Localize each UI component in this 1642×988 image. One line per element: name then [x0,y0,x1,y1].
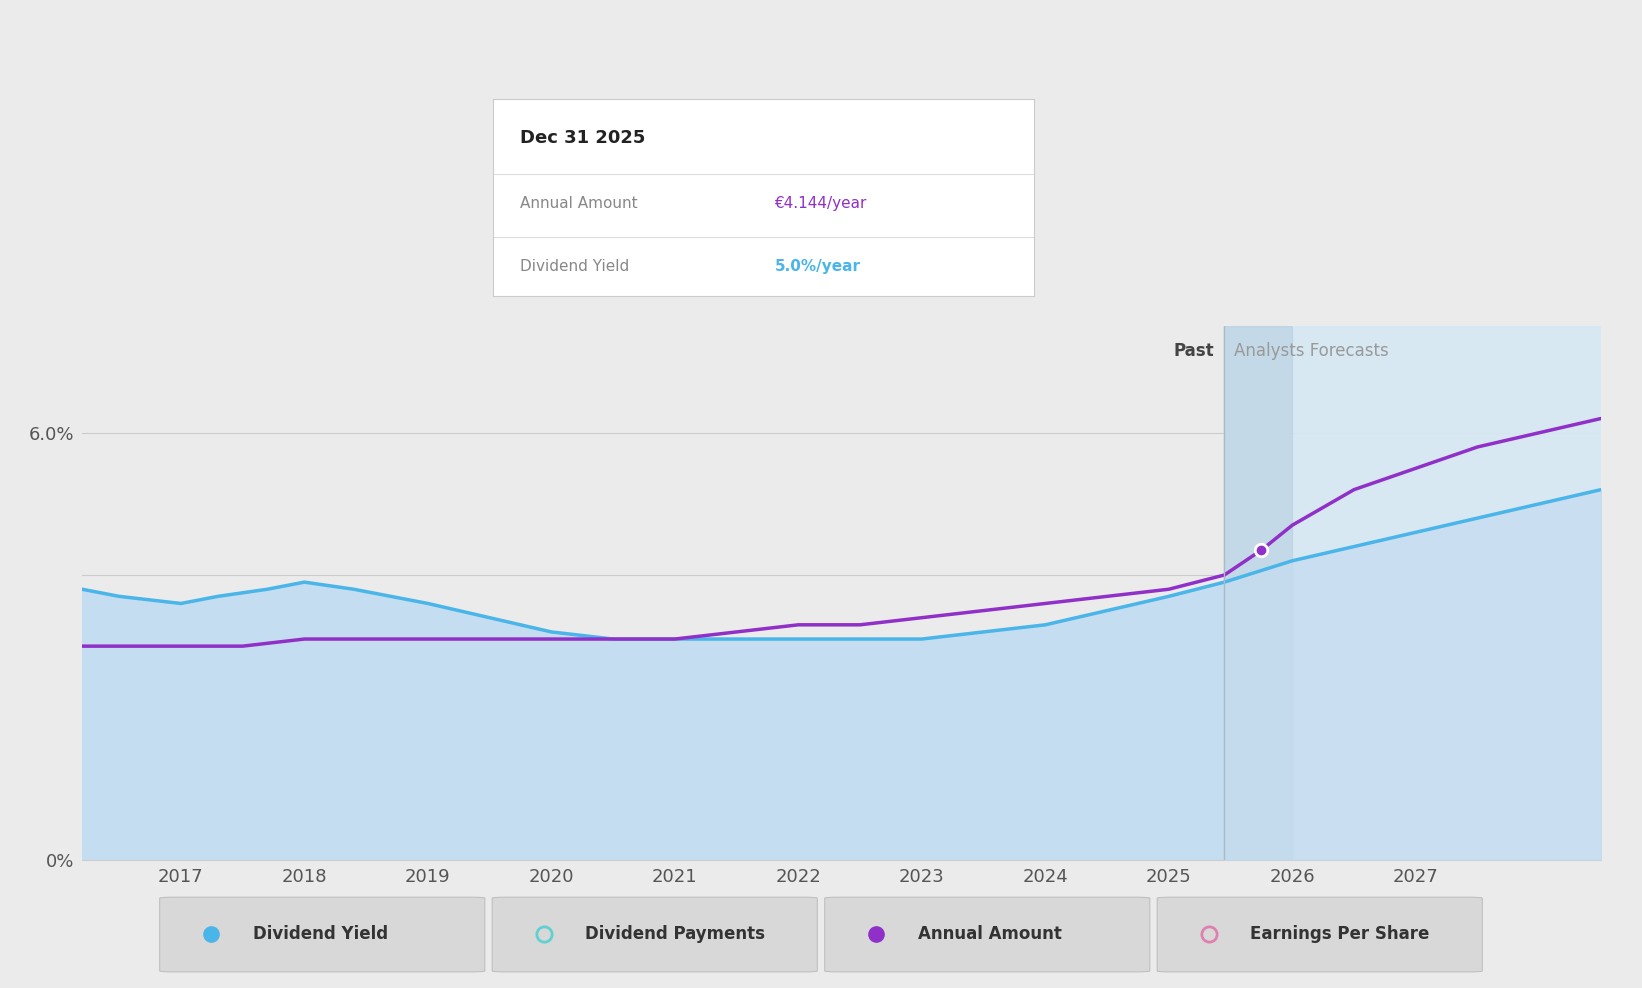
Text: Dividend Yield: Dividend Yield [253,925,388,943]
FancyBboxPatch shape [159,897,484,972]
Text: Annual Amount: Annual Amount [918,925,1062,943]
FancyBboxPatch shape [493,897,818,972]
Text: Annual Amount: Annual Amount [519,196,637,211]
Text: Analysts Forecasts: Analysts Forecasts [1235,342,1389,360]
Text: Earnings Per Share: Earnings Per Share [1250,925,1430,943]
Text: Dividend Payments: Dividend Payments [585,925,765,943]
Text: Dividend Yield: Dividend Yield [519,259,629,275]
Bar [1225,326,1601,860]
Text: Past: Past [1174,342,1215,360]
FancyBboxPatch shape [1158,897,1483,972]
Bar [1225,326,1292,860]
Text: Dec 31 2025: Dec 31 2025 [519,129,645,147]
FancyBboxPatch shape [824,897,1149,972]
Text: 5.0%/year: 5.0%/year [775,259,860,275]
Text: €4.144/year: €4.144/year [775,196,867,211]
